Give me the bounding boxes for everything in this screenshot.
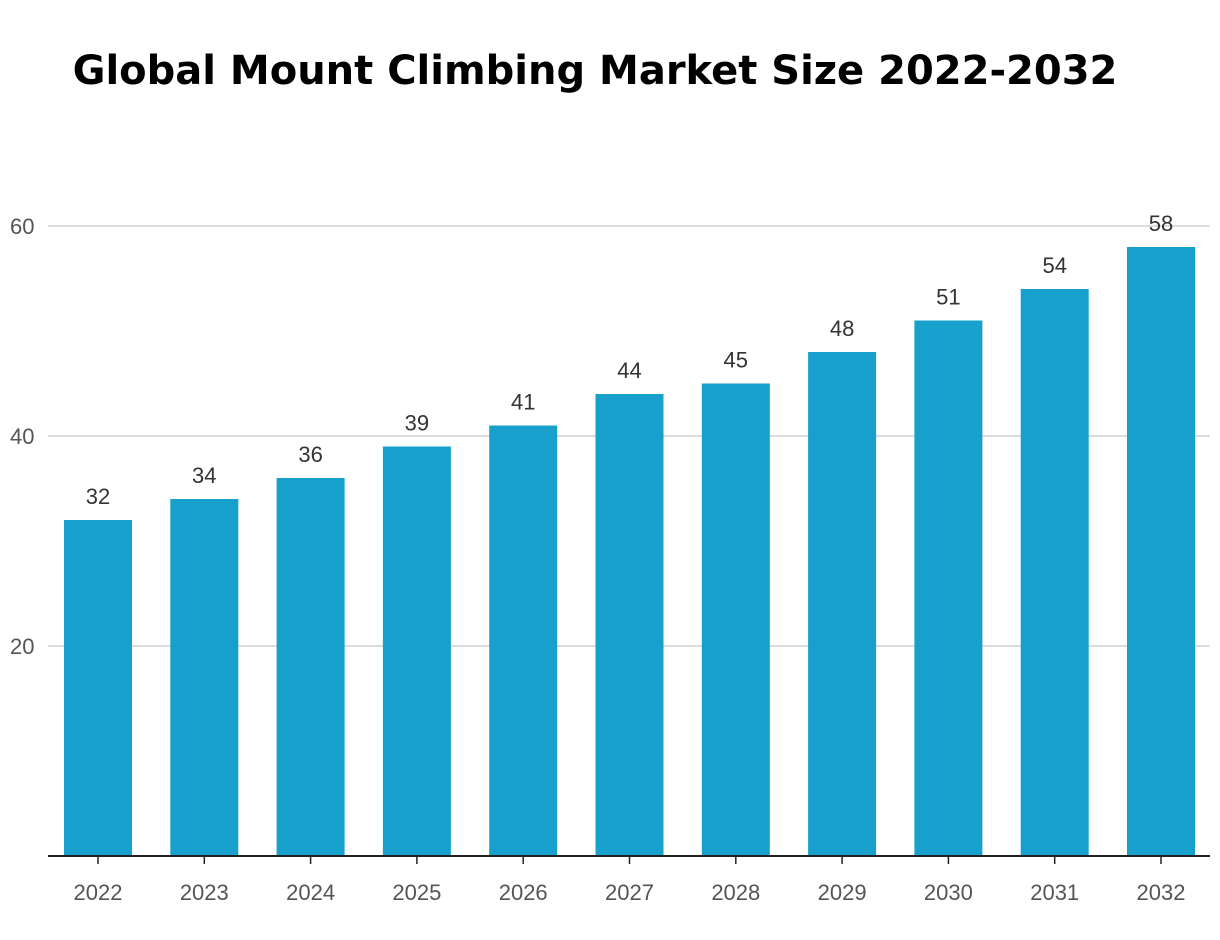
data-label-2026: 41 [511, 390, 535, 415]
bar-2027 [595, 394, 664, 856]
y-tick-label-40: 40 [10, 424, 34, 449]
bar-2029 [808, 352, 877, 856]
bar-2025 [382, 446, 451, 856]
data-label-2032: 58 [1149, 211, 1173, 236]
x-tick-label-2027: 2027 [605, 880, 654, 905]
x-tick-label-2023: 2023 [180, 880, 229, 905]
bar-2026 [489, 425, 558, 856]
x-tick-label-2030: 2030 [924, 880, 973, 905]
data-label-2027: 44 [617, 358, 641, 383]
data-label-2024: 36 [298, 442, 322, 467]
data-label-2025: 39 [405, 411, 429, 436]
x-tick-label-2031: 2031 [1030, 880, 1079, 905]
data-labels: 32 34 36 39 41 44 45 48 51 54 58 [86, 211, 1173, 509]
bar-2031 [1020, 289, 1089, 856]
data-label-2028: 45 [724, 348, 748, 373]
bar-2023 [170, 499, 239, 856]
data-label-2031: 54 [1042, 253, 1066, 278]
data-label-2030: 51 [936, 285, 960, 310]
data-label-2029: 48 [830, 316, 854, 341]
y-tick-label-20: 20 [10, 634, 34, 659]
x-tick-label-2028: 2028 [711, 880, 760, 905]
x-tick-label-2025: 2025 [392, 880, 441, 905]
bar-2030 [914, 320, 983, 856]
bar-2024 [276, 478, 345, 856]
x-tick-label-2024: 2024 [286, 880, 335, 905]
x-tick-label-2032: 2032 [1137, 880, 1186, 905]
axes: 20 40 60 2022 2023 2024 2025 2026 2027 2028 2029 20… [10, 214, 1210, 905]
x-tick-label-2022: 2022 [74, 880, 123, 905]
bar-2022 [64, 520, 132, 856]
chart-title: Global Mount Climbing Market Size 2022-2… [72, 48, 1118, 94]
data-label-2022: 32 [86, 484, 110, 509]
y-tick-label-60: 60 [10, 214, 34, 239]
x-tick-label-2026: 2026 [499, 880, 548, 905]
bar-2028 [701, 383, 770, 856]
bars [64, 247, 1195, 856]
data-label-2023: 34 [192, 463, 216, 488]
bar-2032 [1127, 247, 1195, 856]
x-tick-label-2029: 2029 [818, 880, 867, 905]
